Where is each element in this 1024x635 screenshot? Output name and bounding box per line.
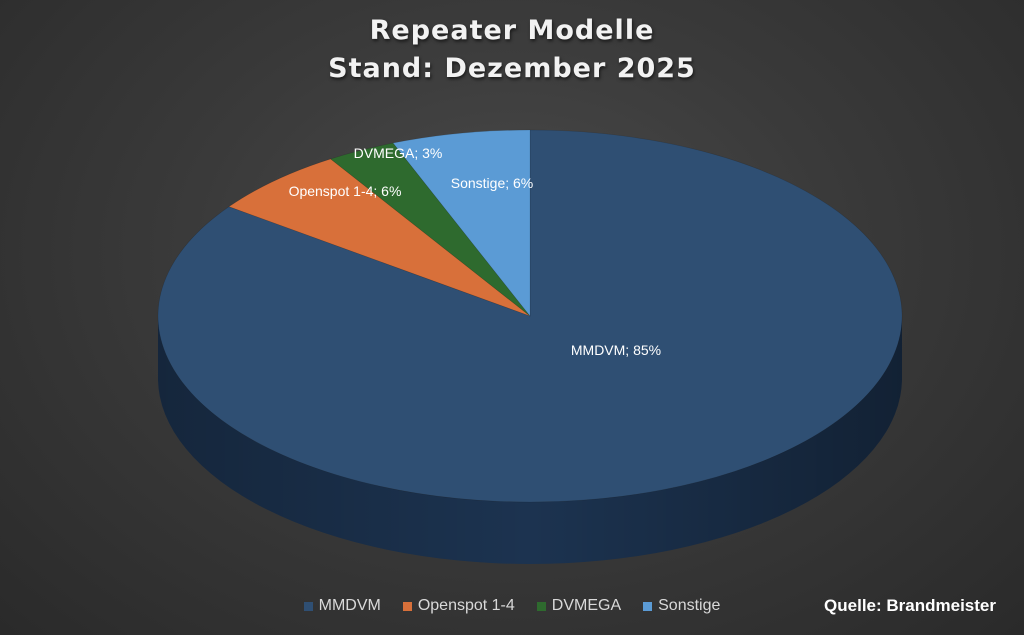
legend-label: Openspot 1-4: [417, 597, 515, 614]
legend-swatch: [402, 601, 412, 611]
pie-side: [158, 316, 902, 564]
chart-title-line1: Repeater Modelle: [369, 15, 655, 46]
legend: MMDVM Openspot 1-4 DVMEGA Sonstige: [0, 597, 1024, 615]
legend-item-sonstige: Sonstige: [643, 597, 720, 615]
pie-slice-sonstige: [392, 129, 531, 317]
legend-swatch: [643, 601, 653, 611]
chart-title-line2: Stand: Dezember 2025: [328, 53, 696, 84]
chart-title: Repeater Modelle Stand: Dezember 2025: [0, 12, 1024, 88]
legend-label: Sonstige: [658, 597, 721, 614]
data-label-sonstige: Sonstige; 6%: [451, 175, 534, 191]
data-label-mmdvm: MMDVM; 85%: [571, 342, 661, 358]
legend-item-mmdvm: MMDVM: [303, 597, 381, 615]
legend-item-openspot: Openspot 1-4: [402, 597, 515, 615]
legend-swatch: [536, 601, 546, 611]
legend-label: MMDVM: [318, 597, 381, 614]
pie-top: [157, 129, 903, 503]
data-labels: MMDVM; 85% Openspot 1-4; 6% DVMEGA; 3% Sons…: [289, 145, 662, 358]
pie-slice-dvmega: [330, 142, 531, 317]
pie-slice-mmdvm: [157, 129, 903, 503]
pie-slice-openspot-1-4: [228, 158, 531, 317]
legend-swatch: [303, 601, 313, 611]
legend-label: DVMEGA: [551, 597, 622, 614]
pie-side-shading: [158, 316, 902, 564]
data-label-openspot-1-4: Openspot 1-4; 6%: [289, 183, 402, 199]
legend-item-dvmega: DVMEGA: [536, 597, 622, 615]
data-label-dvmega: DVMEGA; 3%: [354, 145, 443, 161]
source-note: Quelle: Brandmeister: [824, 596, 996, 615]
